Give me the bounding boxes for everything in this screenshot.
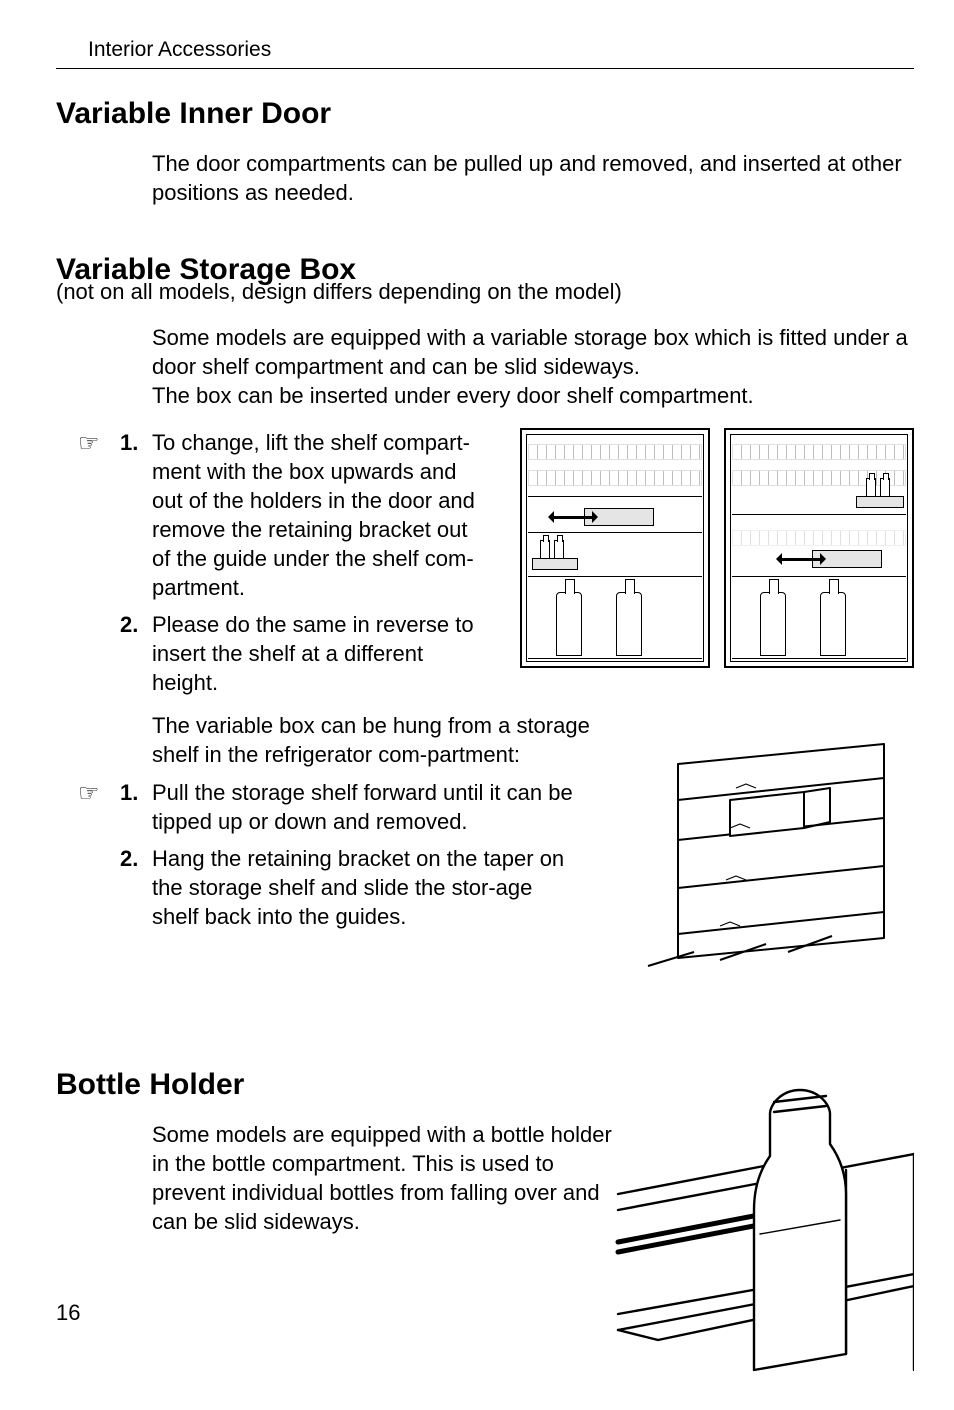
running-head: Interior Accessories (56, 38, 914, 69)
step-text: Hang the retaining bracket on the taper … (152, 846, 564, 929)
body-paragraph: The door compartments can be pulled up a… (152, 149, 914, 207)
step-text: Pull the storage shelf forward until it … (152, 780, 573, 834)
intro-paragraph: Some models are equipped with a variable… (152, 323, 914, 381)
manual-page: Interior Accessories Variable Inner Door… (0, 0, 954, 1352)
hand-pointer-icon: ☞ (78, 428, 100, 460)
step-text: To change, lift the shelf compart-ment w… (152, 430, 475, 600)
door-panel-left (520, 428, 710, 668)
step-item: Hang the retaining bracket on the taper … (56, 844, 576, 931)
page-number: 16 (56, 1300, 80, 1326)
mid-paragraph: The variable box can be hung from a stor… (152, 711, 612, 769)
bottle-holder-block: Some models are equipped with a bottle h… (56, 1120, 914, 1410)
ordered-steps: ☞ Pull the storage shelf forward until i… (56, 778, 576, 931)
section-variable-storage-box: Variable Storage Box (not on all models,… (56, 253, 914, 1007)
door-panel-right (724, 428, 914, 668)
intro-paragraph: The box can be inserted under every door… (152, 381, 914, 410)
step-item: ☞ To change, lift the shelf compart-ment… (56, 428, 486, 602)
hand-pointer-icon: ☞ (78, 778, 100, 810)
body-paragraph: Some models are equipped with a bottle h… (152, 1120, 632, 1236)
instruction-block: ☞ To change, lift the shelf compart-ment… (56, 428, 914, 697)
model-note: (not on all models, design differs depen… (56, 279, 914, 305)
step-item: ☞ Pull the storage shelf forward until i… (56, 778, 576, 836)
step-text: Please do the same in reverse to insert … (152, 612, 474, 695)
instruction-block: ☞ Pull the storage shelf forward until i… (56, 778, 914, 1008)
ordered-steps: ☞ To change, lift the shelf compart-ment… (56, 428, 486, 697)
figure-door-panels (520, 428, 914, 668)
figure-bottle-holder (614, 1084, 914, 1379)
section-title-variable-inner-door: Variable Inner Door (56, 97, 914, 131)
step-item: Please do the same in reverse to insert … (56, 610, 486, 697)
figure-shelf-box (634, 738, 914, 973)
